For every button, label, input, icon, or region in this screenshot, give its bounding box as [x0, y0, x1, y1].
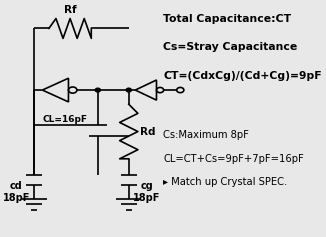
- Text: CT=(CdxCg)/(Cd+Cg)=9pF: CT=(CdxCg)/(Cd+Cg)=9pF: [163, 71, 322, 81]
- Text: Cs:Maximum 8pF: Cs:Maximum 8pF: [163, 130, 249, 140]
- Circle shape: [95, 88, 100, 92]
- Text: ▸ Match up Crystal SPEC.: ▸ Match up Crystal SPEC.: [163, 178, 287, 187]
- Text: Rd: Rd: [140, 127, 156, 137]
- Text: cd
18pF: cd 18pF: [3, 181, 30, 203]
- Circle shape: [126, 88, 131, 92]
- Text: CL=16pF: CL=16pF: [42, 115, 87, 124]
- Text: cg
18pF: cg 18pF: [133, 181, 160, 203]
- Text: CL=CT+Cs=9pF+7pF=16pF: CL=CT+Cs=9pF+7pF=16pF: [163, 154, 304, 164]
- Text: Total Capacitance:CT: Total Capacitance:CT: [163, 14, 291, 24]
- Text: Rf: Rf: [64, 5, 76, 15]
- Text: Cs=Stray Capacitance: Cs=Stray Capacitance: [163, 42, 297, 52]
